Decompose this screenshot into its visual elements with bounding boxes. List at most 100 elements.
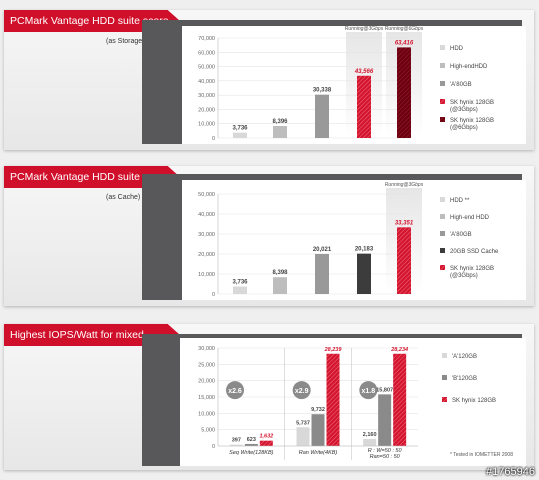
legend-swatch <box>440 45 445 50</box>
legend-label: HDD <box>450 46 464 52</box>
data-label: 5,737 <box>296 420 310 426</box>
legend-swatch <box>440 117 445 122</box>
panel-subtitle: (as Storage) <box>106 38 145 45</box>
panel-cache: PCMark Vantage HDD suite score (as Cache… <box>4 166 534 306</box>
multiplier-bubble <box>292 381 311 400</box>
y-tick-label: 30,000 <box>198 93 215 99</box>
data-label: 8,396 <box>272 119 288 125</box>
bar <box>233 286 247 294</box>
y-tick-label: 20,000 <box>198 107 215 113</box>
chart-area: Running@3Gbps Running@6Gbps 0 10,000 20,000 3… <box>182 26 526 144</box>
data-label: 30,338 <box>313 88 332 94</box>
bar <box>296 427 310 446</box>
bar <box>363 438 377 446</box>
chart-svg: Running@3Gbps Running@6Gbps 0 10,000 20,000 3… <box>198 26 494 142</box>
y-tick-label: 10,000 <box>198 122 215 128</box>
data-label: 397 <box>232 438 241 444</box>
y-tick-label: 60,000 <box>198 50 215 56</box>
bar <box>326 353 340 446</box>
y-tick-label: 25,000 <box>198 362 215 368</box>
bar <box>273 277 287 294</box>
data-label: 8,398 <box>272 270 288 276</box>
legend-swatch <box>440 231 445 236</box>
y-tick-label: 20,000 <box>198 379 215 385</box>
y-tick-label: 15,000 <box>198 395 215 401</box>
data-label: 3,736 <box>232 280 248 286</box>
legend-label: 'A'120GB <box>452 354 477 360</box>
category-label: Ran Write(4KB) <box>299 450 338 456</box>
data-label: 43,566 <box>354 69 374 75</box>
bar <box>259 440 273 446</box>
legend-label: 20GB SSD Cache <box>450 249 499 255</box>
y-tick-label: 0 <box>212 444 215 450</box>
panel-subtitle: (as Cache) <box>106 194 141 201</box>
legend-label: SK hynix 128GB (@3Gbps) <box>450 266 494 279</box>
panel-title: Highest IOPS/Watt for mixed workloads <box>4 324 180 346</box>
data-label: 20,183 <box>355 247 374 253</box>
y-tick-label: 20,000 <box>198 252 215 258</box>
bar <box>397 47 411 138</box>
legend-swatch <box>442 353 447 358</box>
data-label: 15,807 <box>376 387 393 393</box>
panel-title: PCMark Vantage HDD suite score <box>4 166 180 188</box>
bar <box>311 414 325 446</box>
annotation-label: Running@3Gbps <box>385 182 424 188</box>
legend-label: HDD ** <box>450 198 470 204</box>
y-tick-label: 10,000 <box>198 272 215 278</box>
bar <box>357 253 371 294</box>
legend-label: High-end HDD <box>450 215 490 221</box>
y-tick-label: 0 <box>212 292 215 298</box>
panel-storage: PCMark Vantage HDD suite score (as Stora… <box>4 10 534 150</box>
bar <box>315 94 329 138</box>
data-label: 623 <box>247 437 256 443</box>
y-tick-label: 5,000 <box>201 428 215 434</box>
legend-label: SK hynix 128GB (@6Gbps) <box>450 118 494 131</box>
bar <box>229 444 243 446</box>
legend-swatch <box>440 63 445 68</box>
multiplier-label: x1.8 <box>362 388 376 395</box>
y-tick-label: 40,000 <box>198 212 215 218</box>
multiplier-label: x2.9 <box>295 388 309 395</box>
y-tick-label: 30,000 <box>198 346 215 352</box>
data-label: 28,234 <box>390 347 408 353</box>
data-label: 1,632 <box>259 434 273 440</box>
legend-swatch <box>440 265 445 270</box>
bar <box>393 353 407 446</box>
data-label: 3,736 <box>232 126 248 132</box>
chart-area: Running@3Gbps 0 10,000 20,000 30,000 40,000 50… <box>182 180 526 300</box>
legend-swatch <box>440 99 445 104</box>
chart-svg: Running@3Gbps 0 10,000 20,000 30,000 40,000 50… <box>198 182 499 298</box>
legend-swatch <box>440 248 445 253</box>
multiplier-bubble <box>226 381 244 400</box>
y-tick-label: 0 <box>212 136 215 142</box>
legend-swatch <box>440 81 445 86</box>
watermark: #1765946 <box>486 466 535 478</box>
legend-swatch <box>440 197 445 202</box>
chart-area: 0 5,000 10,000 15,000 20,000 25,000 30,000 x2.6… <box>180 338 526 466</box>
category-label: Seq Write(128KB) <box>229 450 273 456</box>
data-label: 20,021 <box>313 247 332 253</box>
legend-label: High-endHDD <box>450 64 488 70</box>
multiplier-label: x2.6 <box>228 388 242 395</box>
legend-swatch <box>442 397 447 402</box>
y-tick-label: 50,000 <box>198 65 215 71</box>
footnote: * Tested in IOMETTER 2008 <box>450 452 513 458</box>
bar <box>357 75 371 138</box>
y-tick-label: 50,000 <box>198 192 215 198</box>
bar <box>233 132 247 138</box>
legend-label: 'B'120GB <box>452 376 477 382</box>
data-label: 28,239 <box>324 347 343 353</box>
category-label: R : W=50 : 50 Ran=50 : 50 <box>368 448 403 460</box>
panel-title: PCMark Vantage HDD suite score <box>4 10 180 32</box>
annotation-label: Running@3Gbps <box>345 26 384 32</box>
multiplier-bubble <box>359 381 378 400</box>
legend-label: 'A'80GB <box>450 82 472 88</box>
chart-svg: 0 5,000 10,000 15,000 20,000 25,000 30,000 x2.6… <box>198 346 513 460</box>
bar <box>397 227 411 294</box>
y-tick-label: 10,000 <box>198 411 215 417</box>
y-tick-label: 70,000 <box>198 36 215 42</box>
panel-iops: Highest IOPS/Watt for mixed workloads 0 5… <box>4 324 534 470</box>
bar <box>244 443 258 446</box>
annotation-label: Running@6Gbps <box>385 26 424 32</box>
y-tick-label: 40,000 <box>198 79 215 85</box>
